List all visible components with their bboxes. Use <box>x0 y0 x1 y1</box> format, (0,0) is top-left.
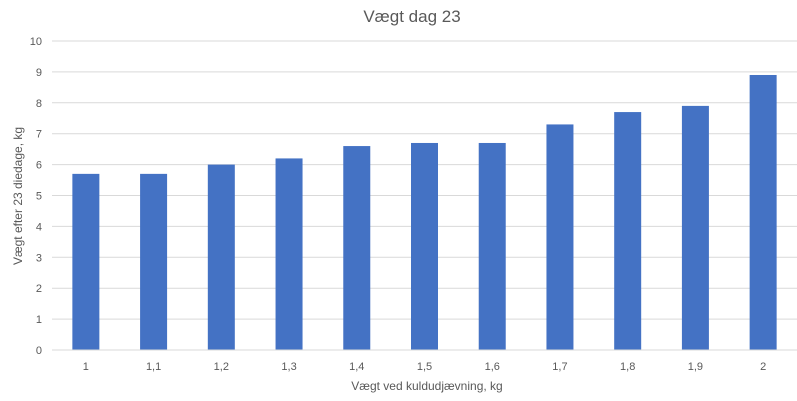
y-tick-label: 6 <box>36 160 42 172</box>
bar <box>749 74 777 351</box>
x-axis-ticks: 1 1,1 1,2 1,3 1,4 1,5 1,6 1,7 1,8 1,9 2 <box>83 361 766 373</box>
bar <box>411 142 438 350</box>
x-tick-label: 1,2 <box>214 361 229 373</box>
x-axis-title: Vægt ved kuldudjævning, kg <box>351 379 502 393</box>
y-tick-label: 1 <box>36 314 42 326</box>
y-tick-label: 5 <box>36 191 42 203</box>
bar <box>478 142 506 350</box>
bar <box>614 112 642 350</box>
y-tick-label: 8 <box>36 98 42 110</box>
x-tick-label: 1 <box>83 361 89 373</box>
bar <box>275 158 303 350</box>
y-axis-ticks: 0 1 2 3 4 5 6 7 8 9 10 <box>30 36 42 357</box>
x-tick-label: 1,5 <box>417 361 432 373</box>
bar <box>207 164 235 350</box>
x-tick-label: 1,9 <box>688 361 703 373</box>
x-tick-label: 1,7 <box>552 361 567 373</box>
bar <box>72 173 100 350</box>
chart-title: Vægt dag 23 <box>363 7 460 26</box>
y-tick-label: 4 <box>36 221 42 233</box>
x-tick-label: 1,8 <box>620 361 635 373</box>
x-tick-label: 1,3 <box>281 361 296 373</box>
bar <box>681 105 709 350</box>
bars <box>72 74 777 351</box>
y-tick-label: 3 <box>36 252 42 264</box>
y-tick-label: 10 <box>30 36 42 48</box>
y-tick-label: 2 <box>36 283 42 295</box>
bar <box>546 124 574 351</box>
x-tick-label: 1,1 <box>146 361 161 373</box>
x-tick-label: 2 <box>760 361 766 373</box>
y-tick-label: 9 <box>36 67 42 79</box>
y-tick-label: 7 <box>36 129 42 141</box>
bar <box>343 146 371 350</box>
bar <box>140 173 168 350</box>
x-tick-label: 1,6 <box>485 361 500 373</box>
y-axis-title: Vægt efter 23 diedage, kg <box>11 127 25 265</box>
y-tick-label: 0 <box>36 345 42 357</box>
x-tick-label: 1,4 <box>349 361 364 373</box>
